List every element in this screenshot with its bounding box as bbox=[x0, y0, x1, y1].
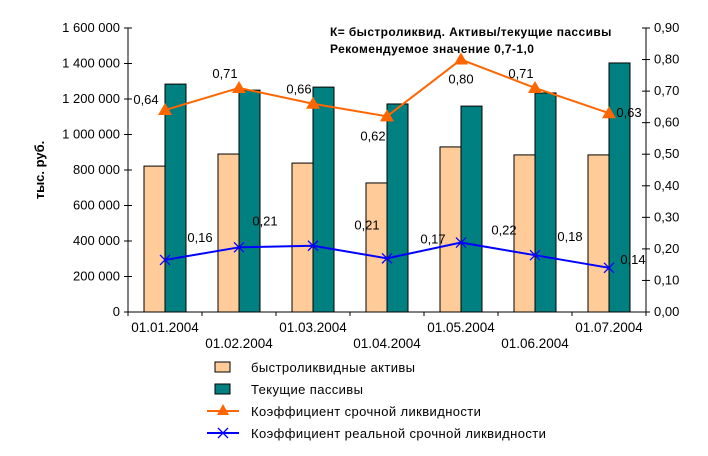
triangle-marker bbox=[454, 52, 468, 65]
bar-current-liabilities bbox=[460, 105, 483, 313]
y2-tick-label: 0,30 bbox=[654, 209, 679, 224]
bar-current-liabilities bbox=[238, 89, 261, 313]
x-tick-label: 01.01.2004 bbox=[131, 320, 199, 335]
y-tick-label: 1 600 000 bbox=[62, 20, 120, 35]
triangle-marker bbox=[602, 106, 616, 119]
y2-tick-label: 0,80 bbox=[654, 52, 679, 67]
data-label: 0,71 bbox=[508, 66, 533, 81]
x-marker bbox=[307, 240, 319, 252]
annotation-text: К= быстроликвид. Активы/текущие пассивы bbox=[330, 25, 612, 39]
triangle-marker bbox=[380, 109, 394, 122]
x-marker bbox=[603, 262, 615, 274]
y-tick-label: 200 000 bbox=[73, 269, 120, 284]
bar-quick-assets bbox=[365, 182, 388, 313]
x-tick-label: 01.07.2004 bbox=[575, 320, 643, 335]
data-label: 0,21 bbox=[354, 218, 379, 233]
data-label: 0,21 bbox=[252, 213, 277, 228]
data-label: 0,22 bbox=[491, 223, 516, 238]
bar-quick-assets bbox=[217, 153, 240, 313]
x-marker bbox=[159, 254, 171, 266]
x-tick-label: 01.02.2004 bbox=[205, 336, 273, 351]
bar-current-liabilities bbox=[312, 86, 335, 313]
data-label: 0,16 bbox=[187, 230, 212, 245]
data-label: 0,66 bbox=[286, 82, 311, 97]
y2-tick-label: 0,70 bbox=[654, 83, 679, 98]
triangle-marker bbox=[158, 103, 172, 116]
bar-quick-assets bbox=[291, 162, 314, 313]
y-axis-label: тыс. руб. bbox=[32, 141, 47, 200]
annotation-text: Рекомендуемое значение 0,7-1,0 bbox=[330, 42, 534, 56]
y2-tick-label: 0,50 bbox=[654, 146, 679, 161]
x-tick-label: 01.06.2004 bbox=[501, 336, 569, 351]
x-tick-label: 01.04.2004 bbox=[353, 336, 421, 351]
data-label: 0,80 bbox=[448, 72, 473, 87]
bar-quick-assets bbox=[513, 154, 536, 313]
y-tick-label: 1 200 000 bbox=[62, 91, 120, 106]
y2-tick-label: 0,40 bbox=[654, 178, 679, 193]
bar-quick-assets bbox=[143, 165, 166, 313]
legend-label: Текущие пассивы bbox=[251, 382, 363, 397]
bar-current-liabilities bbox=[534, 92, 557, 313]
y2-tick-label: 0,60 bbox=[654, 115, 679, 130]
y2-tick-label: 0,20 bbox=[654, 241, 679, 256]
data-label: 0,63 bbox=[616, 105, 641, 120]
x-tick-label: 01.03.2004 bbox=[279, 320, 347, 335]
bar-current-liabilities bbox=[386, 103, 409, 313]
data-label: 0,17 bbox=[420, 231, 445, 246]
y-tick-label: 400 000 bbox=[73, 233, 120, 248]
y2-tick-label: 0,10 bbox=[654, 272, 679, 287]
data-label: 0,18 bbox=[557, 229, 582, 244]
triangle-marker bbox=[217, 404, 229, 415]
y-tick-label: 1 000 000 bbox=[62, 127, 120, 142]
y-tick-label: 800 000 bbox=[73, 162, 120, 177]
data-label: 0,62 bbox=[360, 128, 385, 143]
x-marker bbox=[217, 427, 229, 439]
data-label: 0,71 bbox=[212, 66, 237, 81]
x-marker bbox=[529, 249, 541, 261]
x-marker bbox=[381, 252, 393, 264]
y-tick-label: 600 000 bbox=[73, 198, 120, 213]
x-marker bbox=[455, 237, 467, 249]
triangle-marker bbox=[232, 80, 246, 93]
legend-label: Коэффициент срочной ликвидности bbox=[251, 404, 481, 419]
data-label: 0,14 bbox=[620, 252, 645, 267]
y-tick-label: 0 bbox=[113, 304, 120, 319]
data-label: 0,64 bbox=[133, 92, 158, 107]
legend-swatch bbox=[214, 361, 231, 373]
legend-label: быстроликвидные активы bbox=[251, 360, 415, 375]
y-tick-label: 1 400 000 bbox=[62, 56, 120, 71]
bar-quick-assets bbox=[587, 154, 610, 313]
triangle-marker bbox=[306, 96, 320, 109]
x-marker bbox=[233, 241, 245, 253]
x-tick-label: 01.05.2004 bbox=[427, 320, 495, 335]
legend-swatch bbox=[214, 383, 231, 395]
bar-quick-assets bbox=[439, 146, 462, 313]
y2-tick-label: 0,90 bbox=[654, 20, 679, 35]
legend-label: Коэффициент реальной срочной ликвидности bbox=[251, 426, 546, 441]
bar-current-liabilities bbox=[164, 83, 187, 313]
y2-tick-label: 0,00 bbox=[654, 304, 679, 319]
bar-current-liabilities bbox=[608, 62, 631, 313]
triangle-marker bbox=[528, 80, 542, 93]
